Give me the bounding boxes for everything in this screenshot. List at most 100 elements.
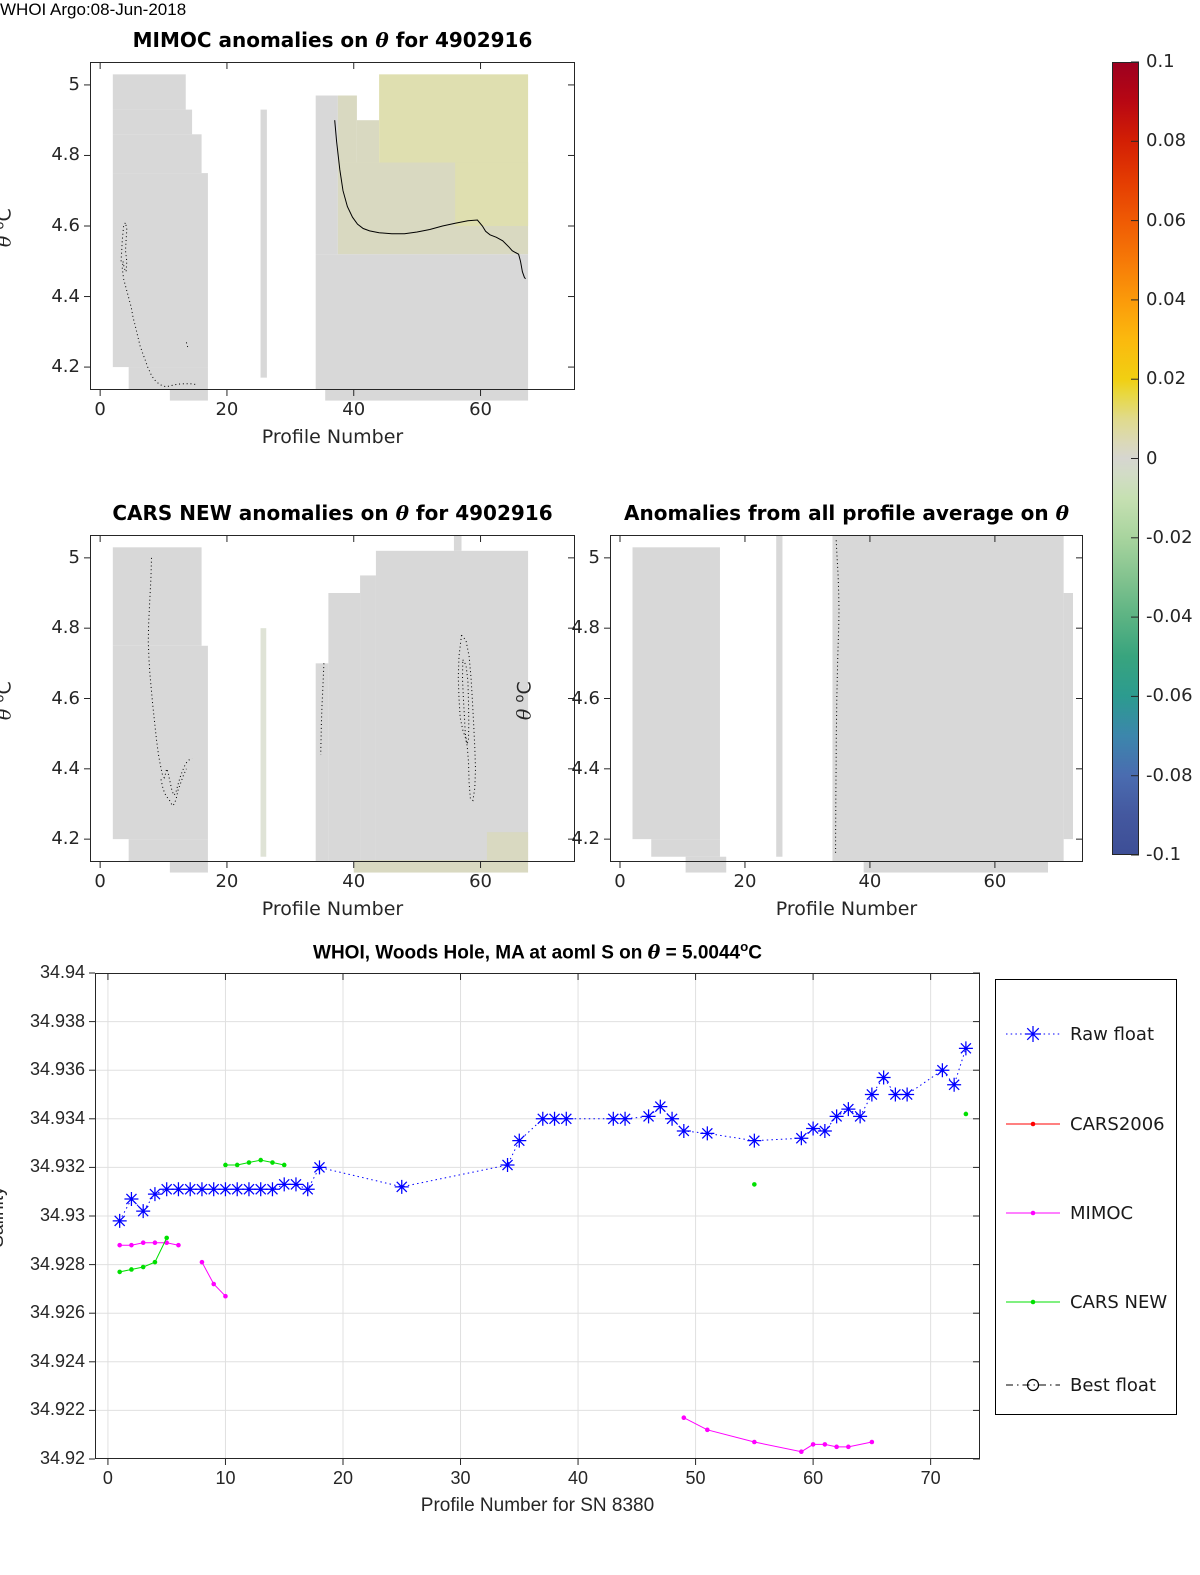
text-part: for 4902916 [408,501,553,525]
cars-new-anomaly-ytick: 4.2 [51,828,80,850]
mimoc-anomaly-xtick: 40 [342,399,366,420]
salinity-comparison-ytick: 34.936 [29,1059,85,1080]
all-profile-average-anomaly-xtick: 40 [858,871,882,892]
salinity-comparison-xtick: 50 [685,1468,706,1488]
mimoc-anomaly-xtick: 20 [215,399,239,420]
mimoc-anomaly-ytick: 4.8 [51,144,80,166]
colorbar-tick: -0.06 [1146,685,1193,707]
text-part: MIMOC anomalies on [132,28,376,52]
salinity-comparison-ytick: 34.932 [29,1156,85,1177]
cars-new-anomaly-ylabel: θ oC [0,660,16,740]
salinity-comparison-xtick: 60 [803,1468,824,1488]
cars-new-anomaly-title: CARS NEW anomalies on θ for 4902916 [0,501,733,525]
legend-label: MIMOC [1070,1202,1134,1224]
legend: Raw float CARS2006 MIMOC CARS NEW Best f… [995,979,1177,1415]
colorbar-tick: -0.1 [1146,844,1182,865]
legend-sample-canvas [1006,1378,1060,1392]
legend-label: CARS NEW [1070,1291,1168,1313]
legend-sample-canvas [1006,1121,1060,1127]
cars-new-anomaly-xlabel: Profile Number [261,898,404,920]
text-part: C [513,680,536,694]
mimoc-anomaly-xtick: 60 [469,399,492,420]
all-profile-average-anomaly-ylabel: θ oC [512,660,535,740]
colorbar-tick: -0.04 [1146,606,1193,628]
salinity-comparison-ytick: 34.924 [29,1350,85,1371]
cars-new-line-sample-icon [1004,1291,1062,1313]
text-part: o [740,939,749,954]
salinity-comparison-xtick: 30 [450,1468,471,1488]
colorbar-tick: 0.04 [1146,288,1187,310]
cars-new-anomaly-canvas [84,535,575,873]
salinity-comparison-plot [89,972,980,1465]
legend-sample-canvas [1006,1299,1060,1305]
mimoc-line-sample-icon [1004,1202,1062,1224]
colorbar-tick: 0 [1146,447,1158,469]
text-part: θ [0,230,16,247]
salinity-comparison-xtick: 40 [568,1468,589,1488]
mimoc-anomaly-ytick: 4.2 [51,356,80,378]
colorbar-tick: 0.02 [1146,368,1187,390]
colorbar-tick: 0.08 [1146,130,1187,152]
text-part: CARS NEW anomalies on [112,501,396,525]
salinity-comparison-canvas [89,972,980,1465]
figure-timestamp: WHOI Argo:08-Jun-2018 [0,0,187,19]
salinity-comparison-title: WHOI, Woods Hole, MA at aoml S on θ = 5.… [138,939,938,964]
all-profile-average-anomaly-canvas [604,535,1083,873]
text-part: C [0,681,16,694]
cars-new-anomaly-plot [84,535,575,873]
mimoc-anomaly-xlabel: Profile Number [261,426,404,448]
colorbar-tick: 0.1 [1146,51,1175,72]
best-float-line-sample-icon [1004,1374,1062,1396]
all-profile-average-anomaly-xtick: 60 [983,871,1007,892]
mimoc-anomaly-ytick: 4.6 [51,215,80,236]
text-part: WHOI, Woods Hole, MA at aoml S on [313,942,648,964]
text-part: C [0,208,16,221]
salinity-comparison-ylabel: Salinity [0,1186,8,1248]
cars-new-anomaly-xtick: 60 [469,871,492,892]
mimoc-anomaly-xtick: 0 [94,399,106,420]
cars-new-anomaly-ytick: 4.8 [51,617,80,639]
colorbar-tick: -0.08 [1146,764,1193,786]
mimoc-anomaly-ytick: 4.4 [51,285,80,307]
all-profile-average-anomaly-ytick: 4.6 [571,687,600,709]
salinity-comparison-ytick: 34.93 [39,1205,85,1225]
text-part: θ [0,702,16,719]
colorbar-canvas [1112,61,1139,856]
salinity-comparison-xtick: 70 [920,1468,941,1488]
legend-label: Raw float [1070,1023,1155,1045]
all-profile-average-anomaly-plot [604,535,1083,873]
salinity-comparison-ytick: 34.934 [29,1107,85,1128]
salinity-comparison-ytick: 34.926 [29,1302,85,1323]
mimoc-anomaly-ytick: 5 [68,73,80,95]
legend-label: Best float [1070,1374,1157,1396]
all-profile-average-anomaly-xtick: 20 [733,871,757,892]
all-profile-average-anomaly-ytick: 4.2 [571,828,600,850]
salinity-comparison-ytick: 34.94 [39,962,85,982]
salinity-comparison-xtick: 10 [215,1468,236,1488]
colorbar-tick: -0.02 [1146,526,1193,548]
all-profile-average-anomaly-ytick: 4.8 [571,617,600,639]
cars-new-anomaly-xtick: 40 [342,871,366,892]
mimoc-anomaly-ylabel: θ oC [0,188,16,268]
salinity-comparison-ytick: 34.92 [39,1448,85,1468]
cars-new-anomaly-xtick: 20 [215,871,239,892]
colorbar-tick: 0.06 [1146,209,1187,231]
salinity-comparison-ytick: 34.922 [29,1399,85,1420]
legend-item-mimoc: MIMOC [1004,1201,1133,1225]
text-part: C [748,942,762,964]
text-part: θ [375,28,389,52]
salinity-comparison-xlabel: Profile Number for SN 8380 [420,1495,655,1516]
all-profile-average-anomaly-title: Anomalies from all profile average on θ [447,501,1200,525]
salinity-comparison-xtick: 20 [332,1468,353,1488]
cars-new-anomaly-ytick: 5 [68,546,80,568]
text-part: θ [647,941,661,964]
text-part: θ [1055,501,1069,525]
text-part: = 5.0044 [660,942,741,964]
text-part: θ [395,501,409,525]
cars-new-anomaly-ytick: 4.6 [51,687,80,709]
legend-item-cars2006: CARS2006 [1004,1112,1165,1136]
text-part: Anomalies from all profile average on [624,501,1056,525]
text-part: for 4902916 [388,28,533,52]
text-part: θ [513,702,536,720]
legend-item-cars-new: CARS NEW [1004,1290,1167,1314]
